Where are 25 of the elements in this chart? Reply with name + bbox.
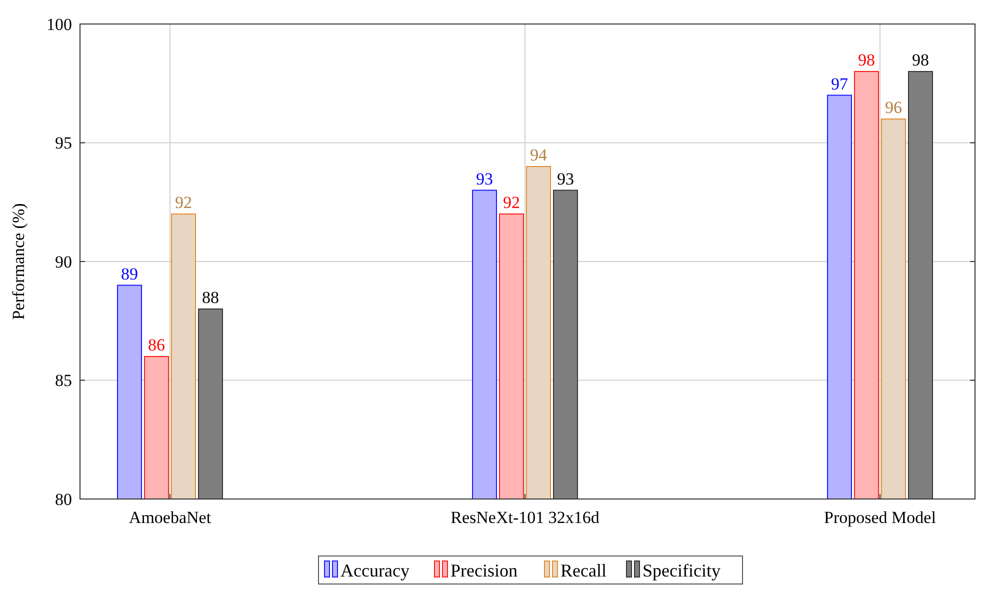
y-axis-title: Performance (%) [9,203,28,320]
data-label: 93 [557,169,574,188]
x-tick-label: Proposed Model [824,508,936,527]
data-label: 88 [202,288,219,307]
y-tick-label: 100 [46,14,72,34]
data-label: 89 [121,264,138,284]
y-tick-label: 95 [55,134,72,153]
data-label: 96 [885,98,902,117]
data-label: 92 [503,193,520,212]
legend-label: Precision [450,560,518,580]
data-label: 98 [858,50,875,70]
legend-label: Accuracy [340,560,410,580]
x-tick-label: AmoebaNet [128,508,212,527]
data-label: 86 [148,336,165,354]
y-tick-label: 85 [55,371,72,390]
data-label: 93 [476,169,493,188]
data-label: 98 [912,50,929,70]
data-label: 97 [831,74,848,94]
data-label: 94 [530,146,548,164]
legend-label: Specificity [642,560,720,580]
y-tick-label: 90 [55,252,72,272]
x-tick-label: ResNeXt-101 32x16d [450,508,600,527]
legend-label: Recall [560,560,606,580]
y-tick-label: 80 [55,490,72,509]
data-label: 92 [175,193,192,212]
